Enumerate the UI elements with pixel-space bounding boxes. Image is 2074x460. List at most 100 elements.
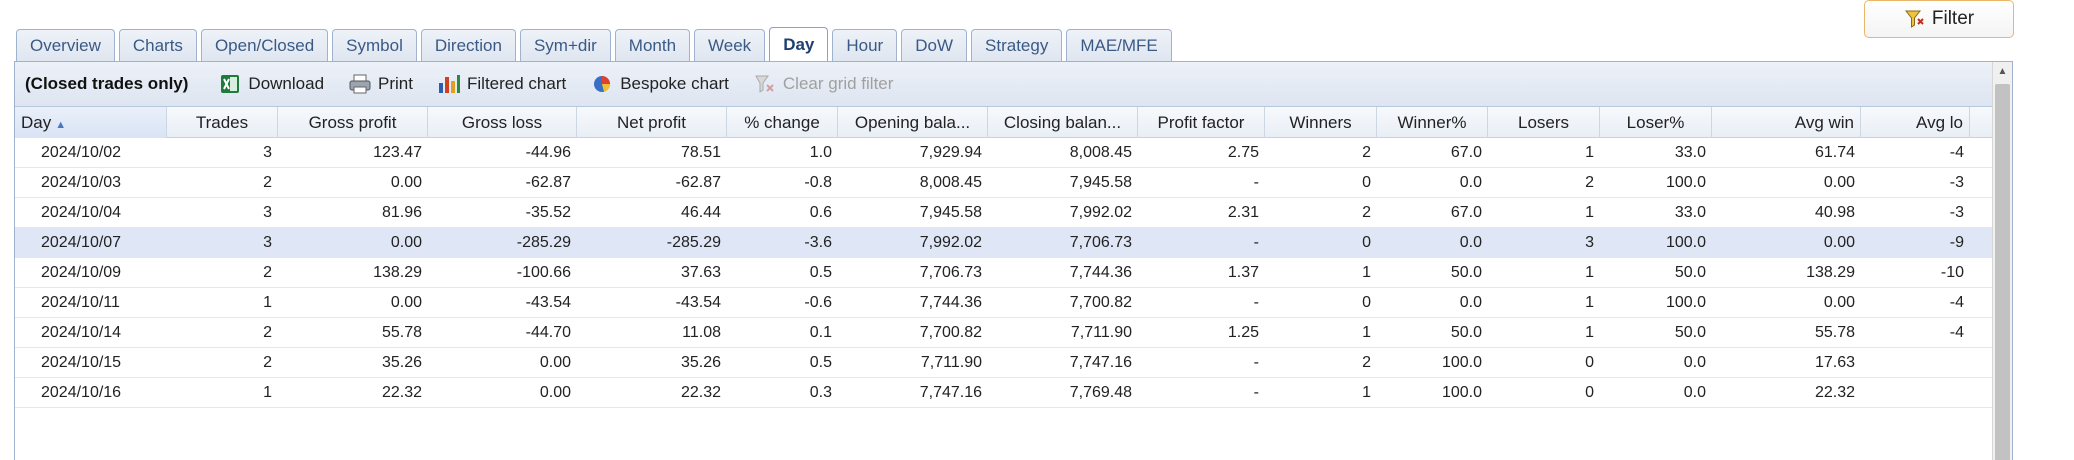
table-cell: 1.0 — [809, 144, 832, 161]
pie-chart-icon — [594, 76, 611, 92]
column-header-label: Closing balan... — [1003, 113, 1122, 132]
table-cell: 8,008.45 — [1069, 144, 1132, 161]
download-button[interactable]: Download — [218, 73, 324, 95]
scroll-thumb[interactable] — [1995, 84, 2010, 460]
funnel-icon — [1904, 10, 1924, 28]
tab-week[interactable]: Week — [694, 29, 766, 61]
tab-day[interactable]: Day — [769, 27, 829, 61]
table-cell: -0.6 — [804, 294, 832, 311]
table-cell: 2.31 — [1227, 204, 1259, 221]
table-row[interactable]: 2024/10/11 1 0.00 -43.54 -43.54 -0.6 7,744.36 7… — [15, 288, 2000, 318]
table-row[interactable]: 2024/10/16 1 22.32 0.00 22.32 0.3 7,747.16 7,76… — [15, 378, 2000, 408]
table-cell: 2024/10/15 — [41, 354, 122, 371]
bespoke-chart-label: Bespoke chart — [620, 74, 729, 93]
table-cell: 33.0 — [1674, 204, 1706, 221]
table-cell: 1 — [1362, 384, 1371, 401]
table-row[interactable]: 2024/10/15 2 35.26 0.00 35.26 0.5 7,711.90 7,74… — [15, 348, 2000, 378]
filtered-chart-button[interactable]: Filtered chart — [437, 73, 566, 95]
column-header-trades[interactable]: Trades — [167, 107, 278, 138]
table-cell: - — [1253, 174, 1259, 191]
column-header-avg-lo[interactable]: Avg lo — [1861, 107, 1970, 138]
bespoke-chart-button[interactable]: Bespoke chart — [590, 73, 729, 95]
table-cell: 46.44 — [680, 204, 721, 221]
column-header-winner[interactable]: Winner% — [1377, 107, 1488, 138]
table-cell: 7,945.58 — [1069, 174, 1132, 191]
table-row[interactable]: 2024/10/07 3 0.00 -285.29 -285.29 -3.6 7,992.0… — [15, 228, 2000, 258]
table-row[interactable]: 2024/10/03 2 0.00 -62.87 -62.87 -0.8 8,008.45 7… — [15, 168, 2000, 198]
column-header-profit-factor[interactable]: Profit factor — [1138, 107, 1265, 138]
table-cell: 0 — [1585, 384, 1594, 401]
column-header-label: Loser% — [1626, 113, 1685, 132]
table-row[interactable]: 2024/10/14 2 55.78 -44.70 11.08 0.1 7,700.82 7,… — [15, 318, 2000, 348]
table-cell: 0 — [1362, 234, 1371, 251]
table-cell: 0.00 — [1823, 294, 1855, 311]
table-cell: 81.96 — [381, 204, 422, 221]
table-cell: 100.0 — [1441, 354, 1482, 371]
table-cell: -43.54 — [525, 294, 571, 311]
vertical-scrollbar[interactable]: ▲ — [1992, 62, 2012, 460]
table-row[interactable]: 2024/10/09 2 138.29 -100.66 37.63 0.5 7,706.73… — [15, 258, 2000, 288]
grid-toolbar: (Closed trades only) Download Print — [15, 62, 2012, 107]
table-cell: 35.26 — [381, 354, 422, 371]
column-header-label: Profit factor — [1157, 113, 1245, 132]
table-cell: -44.96 — [525, 144, 571, 161]
column-header-opening-bala[interactable]: Opening bala... — [838, 107, 988, 138]
tab-strategy[interactable]: Strategy — [971, 29, 1063, 61]
tab-mae-mfe[interactable]: MAE/MFE — [1066, 29, 1172, 61]
table-cell: 67.0 — [1450, 204, 1482, 221]
column-header-label: Avg win — [1794, 113, 1854, 132]
tab-charts[interactable]: Charts — [118, 29, 197, 61]
table-cell: -4 — [1949, 324, 1964, 341]
column-header-closing-balan[interactable]: Closing balan... — [988, 107, 1138, 138]
clear-filter-label: Clear grid filter — [782, 74, 894, 93]
column-header-winners[interactable]: Winners — [1265, 107, 1377, 138]
table-cell: 0.00 — [1823, 234, 1855, 251]
filter-button[interactable]: Filter — [1864, 0, 2014, 38]
tab-overview[interactable]: Overview — [16, 29, 115, 61]
table-cell: 0.5 — [809, 264, 832, 281]
table-cell: 2024/10/11 — [41, 294, 120, 311]
clear-grid-filter-button[interactable]: Clear grid filter — [753, 73, 894, 95]
table-cell: 50.0 — [1674, 324, 1706, 341]
table-cell: -100.66 — [516, 264, 571, 281]
table-cell: - — [1253, 384, 1259, 401]
tab-sym-dir[interactable]: Sym+dir — [519, 29, 611, 61]
table-cell: 0.0 — [1459, 174, 1482, 191]
table-row[interactable]: 2024/10/02 3 123.47 -44.96 78.51 1.0 7,929.94 8… — [15, 138, 2000, 168]
scroll-up-icon[interactable]: ▲ — [1997, 66, 2008, 77]
table-cell: 0 — [1362, 174, 1371, 191]
table-cell: -9 — [1949, 234, 1964, 251]
tab-direction[interactable]: Direction — [420, 29, 516, 61]
tab-hour[interactable]: Hour — [832, 29, 898, 61]
column-header-gross-profit[interactable]: Gross profit — [278, 107, 428, 138]
column-header-net-profit[interactable]: Net profit — [577, 107, 727, 138]
column-header-loser[interactable]: Loser% — [1600, 107, 1712, 138]
table-cell: 50.0 — [1674, 264, 1706, 281]
table-cell: 7,769.48 — [1069, 384, 1132, 401]
table-cell: 100.0 — [1665, 294, 1706, 311]
column-header-losers[interactable]: Losers — [1488, 107, 1600, 138]
print-button[interactable]: Print — [348, 73, 413, 95]
column-header--change[interactable]: % change — [727, 107, 838, 138]
column-header-gross-loss[interactable]: Gross loss — [428, 107, 577, 138]
tab-open-closed[interactable]: Open/Closed — [200, 29, 329, 61]
column-header-day[interactable]: Day ▲ — [15, 107, 167, 138]
table-row[interactable]: 2024/10/04 3 81.96 -35.52 46.44 0.6 7,945.58 7,… — [15, 198, 2000, 228]
column-header-label: Trades — [195, 113, 249, 132]
table-cell: 50.0 — [1450, 324, 1482, 341]
table-cell: 8,008.45 — [919, 174, 982, 191]
table-cell: 11.08 — [682, 324, 721, 341]
table-cell: 2 — [263, 174, 272, 191]
tab-dow[interactable]: DoW — [901, 29, 968, 61]
column-header-avg-win[interactable]: Avg win — [1712, 107, 1861, 138]
tab-month[interactable]: Month — [614, 29, 691, 61]
table-cell: 0.5 — [809, 354, 832, 371]
table-cell: 7,744.36 — [1069, 264, 1132, 281]
table-cell: 7,711.90 — [1070, 324, 1132, 341]
table-cell: 0 — [1585, 354, 1594, 371]
tab-symbol[interactable]: Symbol — [332, 29, 417, 61]
print-label: Print — [378, 74, 413, 93]
table-cell: 1 — [1585, 264, 1594, 281]
table-cell: 1.37 — [1227, 264, 1259, 281]
excel-icon — [221, 75, 240, 93]
